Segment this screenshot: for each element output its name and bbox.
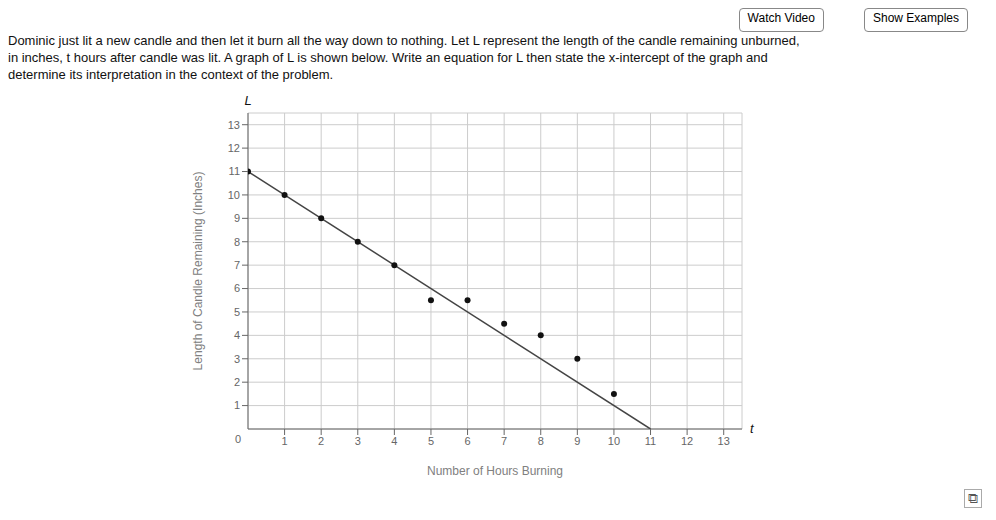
svg-text:12: 12: [228, 142, 240, 154]
svg-text:9: 9: [234, 212, 240, 224]
svg-text:3: 3: [355, 435, 361, 447]
svg-text:L: L: [244, 93, 251, 108]
html-text:Show Examples: Show Examples: [873, 11, 959, 25]
svg-text:Length of Candle Remaining (In: Length of Candle Remaining (Inches): [191, 172, 205, 371]
svg-text:0: 0: [235, 433, 241, 445]
svg-text:7: 7: [501, 435, 507, 447]
svg-text:2: 2: [234, 376, 240, 388]
svg-text:Number of Hours Burning: Number of Hours Burning: [427, 464, 563, 478]
svg-text:6: 6: [234, 282, 240, 294]
svg-text:10: 10: [608, 435, 620, 447]
svg-text:5: 5: [234, 306, 240, 318]
svg-text:4: 4: [234, 329, 240, 341]
svg-text:13: 13: [228, 119, 240, 131]
svg-text:10: 10: [228, 189, 240, 201]
svg-text:11: 11: [645, 435, 656, 447]
html-text:Dominic just lit a new candle: Dominic just lit a new candle and then l…: [8, 33, 800, 48]
svg-text:5: 5: [428, 435, 434, 447]
svg-text:8: 8: [234, 236, 240, 248]
svg-text:1: 1: [234, 399, 240, 411]
svg-text:9: 9: [574, 435, 580, 447]
html-text:Watch Video: Watch Video: [747, 11, 815, 25]
svg-text:1: 1: [282, 435, 288, 447]
svg-text:t: t: [750, 421, 755, 436]
svg-text:12: 12: [681, 435, 693, 447]
svg-text:8: 8: [538, 435, 544, 447]
svg-text:7: 7: [234, 259, 240, 271]
svg-text:6: 6: [464, 435, 470, 447]
html-text:in inches, t hours after candl: in inches, t hours after candle was lit.…: [8, 50, 768, 65]
svg-text:3: 3: [234, 353, 240, 365]
html-text:determine its interpretation i: determine its interpretation in the cont…: [8, 67, 334, 82]
svg-text:13: 13: [718, 435, 730, 447]
svg-text:4: 4: [391, 435, 397, 447]
svg-text:11: 11: [229, 165, 240, 177]
svg-text:2: 2: [318, 435, 324, 447]
